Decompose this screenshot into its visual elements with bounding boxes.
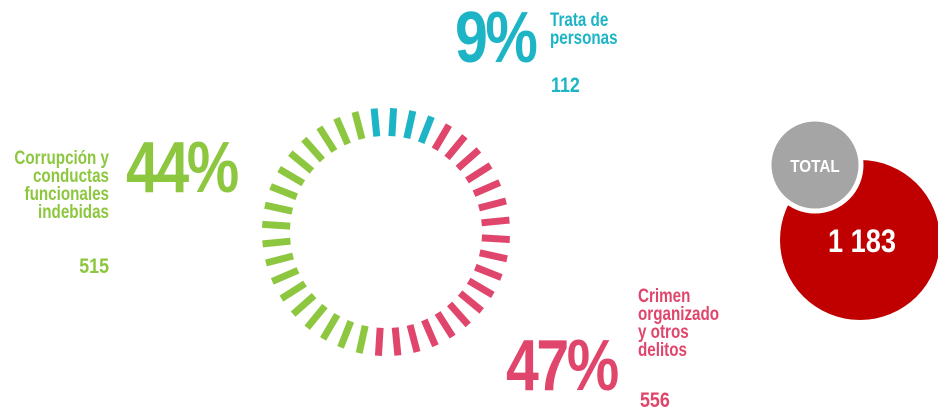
donut-dash (481, 234, 510, 244)
donut-dash (337, 320, 355, 349)
donut-dash (264, 201, 294, 215)
donut-dash (465, 162, 493, 184)
donut-dash (270, 267, 300, 285)
donut-dash (391, 327, 402, 356)
count-label: 112 (551, 74, 580, 97)
donut-dash (262, 237, 291, 248)
donut-dash (472, 179, 502, 197)
category-label: Crimen organizado y otros delitos (638, 286, 720, 361)
donut-dash (417, 115, 435, 144)
donut-dash (333, 116, 351, 146)
percent-label: 47% (506, 326, 619, 406)
total-value: 1 183 (828, 224, 896, 260)
category-label: Trata de personas (550, 10, 618, 49)
donut-dash (478, 249, 508, 263)
donut-dash (290, 292, 317, 317)
donut-dash (265, 252, 294, 267)
count-label: 556 (640, 389, 670, 412)
donut-dash (403, 110, 417, 140)
donut-dash (277, 166, 306, 187)
donut-dash (444, 134, 468, 161)
total-name: TOTAL (790, 156, 840, 176)
donut-dash (279, 280, 307, 302)
count-label: 515 (79, 255, 109, 278)
donut-dash (355, 324, 369, 354)
donut-dash (455, 147, 482, 172)
donut-dash (474, 263, 503, 281)
donut-dash (304, 303, 328, 330)
donut-dash (262, 220, 291, 230)
donut-dash (316, 125, 338, 153)
donut-dash (478, 197, 507, 212)
donut-dash (269, 183, 298, 201)
category-label: Corrupción y conductas funcionales indeb… (14, 148, 110, 223)
donut-dash (434, 311, 456, 339)
donut-dash (421, 318, 439, 348)
donut-dash (457, 290, 484, 314)
percent-label: 44% (126, 128, 239, 208)
donut-dash (388, 108, 398, 137)
donut-dash (406, 324, 421, 353)
donut-dash (466, 277, 495, 298)
donut-dash (320, 312, 341, 341)
donut-dash (288, 150, 315, 174)
donut-dash (301, 136, 326, 163)
percent-label: 9% (455, 0, 538, 78)
donut-dash (481, 216, 510, 227)
donut-dash (351, 111, 366, 140)
total-badge (766, 116, 864, 214)
donut-dash (370, 108, 381, 137)
donut-dash (446, 301, 471, 328)
donut-dash (431, 123, 452, 152)
donut-dash (374, 327, 384, 356)
